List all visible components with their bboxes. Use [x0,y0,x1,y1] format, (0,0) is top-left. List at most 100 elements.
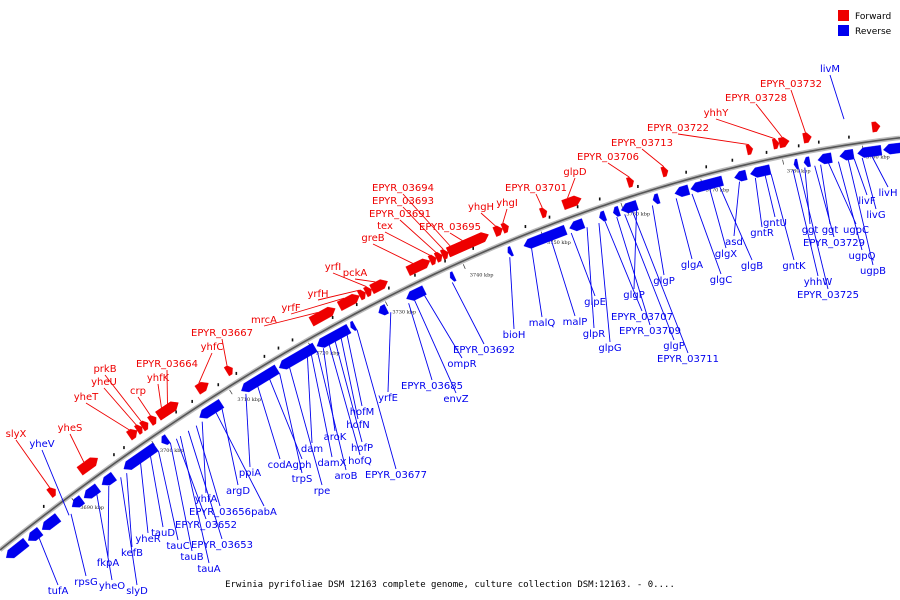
forward-gene-label: EPYR_03722 [647,123,709,134]
reverse-gene-block[interactable] [569,218,586,232]
forward-gene-epyr-03728[interactable] [778,136,790,149]
reverse-gene-block[interactable] [734,169,748,182]
feature-marker [444,259,446,263]
reverse-gene-block[interactable] [793,158,800,170]
reverse-gene-label-malq: malQ [529,318,556,329]
forward-gene-label: yrfI [325,262,342,273]
reverse-gene-block[interactable] [199,398,225,419]
forward-gene-label: yhhY [704,108,730,119]
reverse-gene-block[interactable] [241,364,280,393]
reverse-gene-label-hofn: hofN [346,420,369,431]
forward-gene-prkb[interactable] [139,420,149,432]
leader-line [175,438,207,520]
reverse-gene-block[interactable] [101,471,118,486]
reverse-gene-block[interactable] [857,145,883,158]
forward-gene-epyr-03691[interactable] [433,251,443,263]
forward-gene-yhet[interactable] [125,428,138,441]
reverse-gene-block[interactable] [449,271,457,282]
reverse-gene-block[interactable] [613,205,621,217]
leader-line [604,220,643,312]
leader-line [96,494,113,581]
reverse-gene-label-livm: livM [820,64,840,75]
reverse-gene-block[interactable] [6,537,30,559]
reverse-gene-block[interactable] [839,149,855,161]
reverse-gene-block[interactable] [507,246,514,257]
reverse-legend-label: Reverse [855,27,892,37]
reverse-gene-block[interactable] [523,224,568,249]
forward-gene-label: greB [361,233,384,244]
forward-gene-epyr-03722[interactable] [745,144,754,156]
reverse-gene-block[interactable] [620,200,639,214]
leader-line [770,174,795,261]
reverse-gene-block[interactable] [817,152,833,165]
leader-line [633,210,638,290]
reverse-gene-label-yheo: yheO [99,581,125,592]
reverse-gene-block[interactable] [71,495,86,508]
leader-line [402,206,444,250]
leader-line [263,311,318,327]
reverse-gene-block[interactable] [28,526,44,541]
leader-line [322,348,336,432]
leader-line [257,386,281,460]
feature-marker [355,303,358,307]
forward-gene-slyx[interactable] [46,487,56,498]
genome-backbone [0,135,900,552]
forward-gene-epyr-03664[interactable] [155,401,179,421]
reverse-gene-block[interactable] [652,193,661,205]
leader-line [829,74,845,120]
forward-gene-yhgi[interactable] [500,222,509,234]
forward-gene-label: tex [377,221,393,232]
forward-gene-epyr-03701[interactable] [539,207,548,219]
leader-line [709,188,727,249]
forward-gene-greb[interactable] [405,258,431,276]
reverse-gene-block[interactable] [803,156,811,168]
forward-gene-epyr-03693[interactable] [439,249,449,260]
forward-gene-yhes[interactable] [76,457,98,476]
leader-line [502,208,508,224]
leader-line [85,402,130,431]
reverse-gene-label-taud: tauD [151,528,175,539]
reverse-gene-block[interactable] [378,304,390,316]
forward-gene-unlabeled[interactable] [871,121,881,133]
reverse-gene-block[interactable] [350,320,358,331]
forward-gene-crp[interactable] [147,415,157,426]
reverse-gene-block[interactable] [750,164,772,178]
reverse-gene-block[interactable] [123,442,159,470]
forward-gene-epyr-03713[interactable] [660,166,669,178]
reverse-gene-block[interactable] [41,513,62,531]
reverse-gene-block[interactable] [883,142,900,155]
forward-gene-epyr-03695[interactable] [446,232,489,258]
legend: Forward Reverse [838,10,892,37]
forward-gene-epyr-03732[interactable] [802,132,812,144]
leader-line [340,338,359,420]
reverse-gene-block[interactable] [278,342,318,370]
leader-line [598,223,611,343]
reverse-gene-block[interactable] [316,323,352,348]
leader-line [38,538,59,586]
reverse-gene-label-epyr-03711: EPYR_03711 [657,354,719,365]
forward-gene-yhfc[interactable] [194,381,209,395]
forward-gene-yrfh[interactable] [356,289,366,301]
leader-line [179,436,210,564]
leader-line [221,408,239,486]
forward-gene-tex[interactable] [427,254,437,266]
reverse-gene-block[interactable] [674,184,691,197]
tick-label: 3790 kbp [866,155,890,161]
forward-gene-mrca[interactable] [308,306,336,327]
forward-gene-glpd[interactable] [561,195,582,210]
reverse-gene-label-epyr-03729: EPYR_03729 [803,238,865,249]
reverse-gene-block[interactable] [406,285,427,301]
forward-gene-pcka[interactable] [369,279,388,295]
forward-gene-yhhy[interactable] [771,138,780,150]
forward-gene-epyr-03667[interactable] [223,365,233,377]
leader-line [120,477,138,586]
leader-line [316,351,347,471]
feature-marker [524,225,527,229]
forward-gene-yrff[interactable] [336,293,360,312]
reverse-gene-block[interactable] [690,175,724,193]
forward-gene-yhgh[interactable] [492,225,503,237]
reverse-gene-label-yher: yheR [135,534,160,545]
forward-gene-epyr-03706[interactable] [626,176,634,188]
reverse-gene-block[interactable] [599,210,608,222]
reverse-gene-block[interactable] [161,434,171,445]
